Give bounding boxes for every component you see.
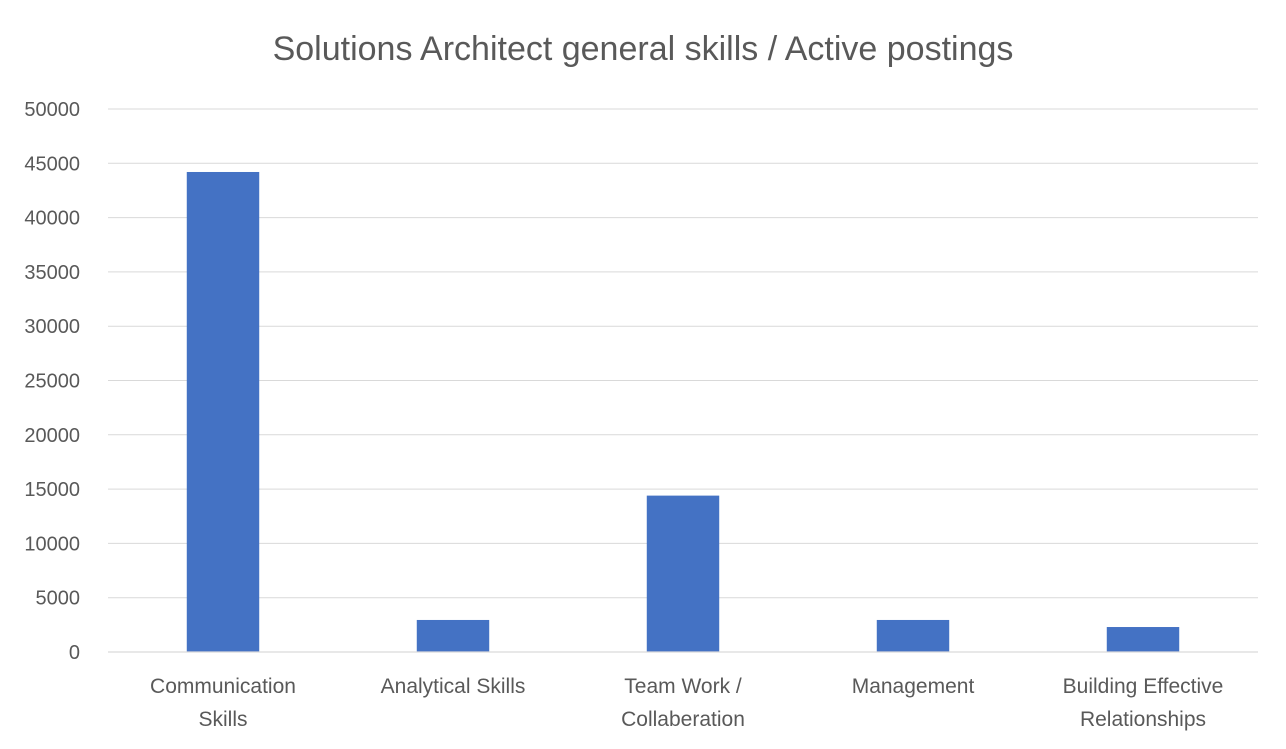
bar [186, 171, 260, 652]
x-category-label-line: Relationships [1080, 708, 1206, 731]
bar [876, 619, 950, 652]
x-category-label-line: Team Work / [624, 675, 742, 698]
y-tick-label: 50000 [24, 99, 80, 121]
x-category-label: Management [852, 675, 975, 698]
gridlines [108, 108, 1258, 599]
y-tick-label: 15000 [24, 479, 80, 501]
x-category-label-line: Analytical Skills [381, 675, 526, 698]
y-tick-label: 10000 [24, 533, 80, 555]
bar [646, 495, 720, 652]
x-category-label-line: Management [852, 675, 975, 698]
y-tick-label: 35000 [24, 262, 80, 284]
y-tick-label: 20000 [24, 425, 80, 447]
y-tick-label: 40000 [24, 208, 80, 230]
bars [186, 171, 1180, 652]
bar [416, 619, 490, 652]
bar [1106, 627, 1180, 652]
y-tick-label: 25000 [24, 371, 80, 393]
y-tick-label: 45000 [24, 153, 80, 175]
x-category-label: Analytical Skills [381, 675, 526, 698]
y-tick-label: 30000 [24, 316, 80, 338]
x-category-label: Building Effective Relationships [1063, 675, 1224, 731]
x-category-label: Communication Skills [150, 675, 296, 731]
x-category-label-line: Skills [198, 708, 247, 731]
y-tick-label: 5000 [36, 588, 81, 610]
y-axis-tick-labels: 0 5000 10000 15000 20000 25000 30000 35000 40000… [24, 99, 80, 664]
x-category-label-line: Communication [150, 675, 296, 698]
x-category-label-line: Building Effective [1063, 675, 1224, 698]
x-category-label-line: Collaberation [621, 708, 745, 731]
x-category-label: Team Work / Collaberation [621, 675, 745, 731]
chart-title: Solutions Architect general skills / Act… [273, 30, 1014, 68]
y-tick-label: 0 [69, 642, 80, 664]
x-axis-category-labels: Communication Skills Analytical Skills Team… [150, 675, 1223, 731]
